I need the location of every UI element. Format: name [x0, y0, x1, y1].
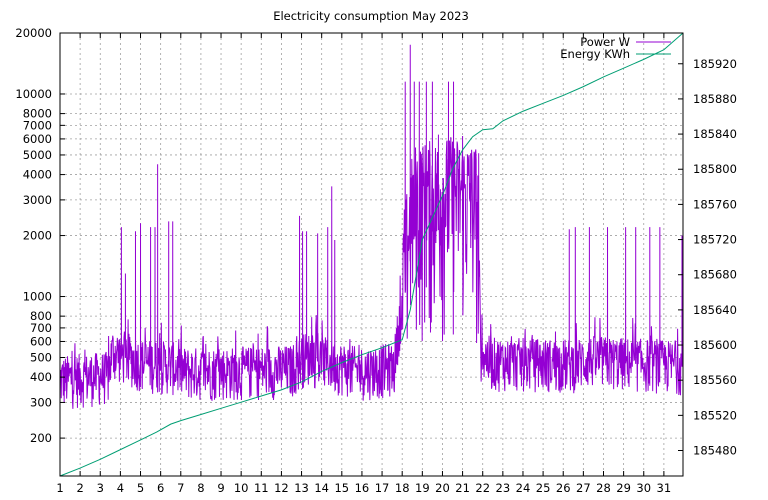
power-series — [59, 44, 684, 409]
legend: Power W Energy KWh — [560, 35, 671, 61]
legend-label-energy: Energy KWh — [560, 47, 630, 61]
x-tick-label: 19 — [415, 481, 430, 495]
x-tick-label: 29 — [616, 481, 631, 495]
y2-tick-label: 185680 — [693, 268, 737, 282]
y-tick-label: 3000 — [23, 193, 52, 207]
y-tick-label: 2000 — [23, 229, 52, 243]
x-tick-label: 26 — [556, 481, 571, 495]
x-tick-label: 12 — [274, 481, 289, 495]
x-tick-label: 9 — [217, 481, 224, 495]
y-tick-label: 4000 — [23, 168, 52, 182]
y2-tick-label: 185480 — [693, 444, 737, 458]
x-tick-label: 3 — [97, 481, 104, 495]
y2-tick-label: 185880 — [693, 92, 737, 106]
y-tick-label: 800 — [30, 309, 52, 323]
y2-tick-label: 185800 — [693, 162, 737, 176]
x-tick-label: 1 — [56, 481, 63, 495]
legend-label-power: Power W — [580, 35, 630, 49]
energy-series — [59, 32, 684, 477]
x-tick-label: 22 — [475, 481, 490, 495]
energy-line — [59, 32, 684, 477]
x-tick-label: 28 — [596, 481, 611, 495]
plot-frame — [59, 32, 684, 477]
x-tick-label: 21 — [455, 481, 470, 495]
x-tick-label: 31 — [657, 481, 672, 495]
power-line — [59, 44, 684, 409]
x-tick-label: 6 — [157, 481, 164, 495]
x-tick-label: 18 — [395, 481, 410, 495]
y-tick-label: 600 — [30, 334, 52, 348]
x-tick-label: 30 — [636, 481, 651, 495]
y2-tick-label: 185520 — [693, 408, 737, 422]
x-tick-label: 27 — [576, 481, 591, 495]
y2-tick-label: 185720 — [693, 233, 737, 247]
x-tick-label: 10 — [234, 481, 249, 495]
y2-tick-label: 185760 — [693, 197, 737, 211]
x-tick-label: 4 — [117, 481, 124, 495]
y-tick-label: 10000 — [15, 87, 52, 101]
y-tick-label: 5000 — [23, 148, 52, 162]
x-axis-ticks: 1 2 3 4 5 6 7 8 9 10 11 12 13 14 15 16 17 18 19 20 21 22 23 24 2… — [56, 33, 671, 495]
x-tick-label: 15 — [334, 481, 349, 495]
y2-tick-label: 185640 — [693, 303, 737, 317]
x-tick-label: 24 — [516, 481, 531, 495]
x-tick-label: 13 — [294, 481, 309, 495]
y-tick-label: 20000 — [15, 26, 52, 40]
y-tick-label: 500 — [30, 351, 52, 365]
y-tick-label: 7000 — [23, 118, 52, 132]
y-tick-label: 6000 — [23, 132, 52, 146]
x-tick-label: 7 — [177, 481, 184, 495]
y-tick-label: 300 — [30, 395, 52, 409]
y2-tick-label: 185920 — [693, 57, 737, 71]
x-tick-label: 2 — [76, 481, 83, 495]
y-tick-label: 1000 — [23, 290, 52, 304]
x-tick-label: 5 — [137, 481, 144, 495]
y2-tick-label: 185840 — [693, 127, 737, 141]
x-tick-label: 8 — [197, 481, 204, 495]
x-tick-label: 11 — [254, 481, 269, 495]
x-tick-label: 17 — [375, 481, 390, 495]
y-tick-label: 200 — [30, 431, 52, 445]
x-tick-label: 23 — [496, 481, 511, 495]
y-tick-label: 400 — [30, 370, 52, 384]
y-tick-label: 8000 — [23, 107, 52, 121]
y2-tick-label: 185600 — [693, 338, 737, 352]
x-tick-label: 16 — [355, 481, 370, 495]
y2-tick-label: 185560 — [693, 373, 737, 387]
x-tick-label: 14 — [314, 481, 329, 495]
x-tick-label: 20 — [435, 481, 450, 495]
chart-title: Electricity consumption May 2023 — [273, 9, 469, 23]
y-tick-label: 700 — [30, 321, 52, 335]
y2-axis-ticks: 185480 185520 185560 185600 185640 185680 1857… — [678, 57, 737, 458]
x-tick-label: 25 — [536, 481, 551, 495]
